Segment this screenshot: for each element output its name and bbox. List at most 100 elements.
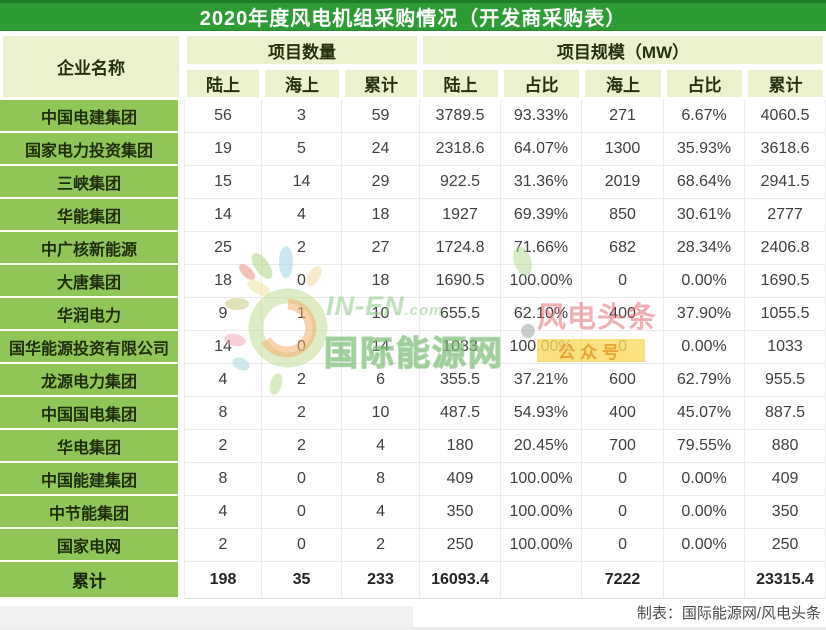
group-header-project-count: 项目数量 — [184, 33, 421, 67]
subheader-onshore-count: 陆上 — [184, 67, 262, 100]
cell-company-name: 三峡集团 — [0, 166, 184, 199]
cell-offshore-count: 2 — [262, 364, 342, 397]
cell-count-sum: 10 — [342, 397, 421, 430]
table-row: 中国能建集团 8 0 8 409 100.00% 0 0.00% 409 — [0, 463, 826, 496]
cell-total-count-sum: 233 — [342, 562, 421, 599]
table-row: 龙源电力集团 4 2 6 355.5 37.21% 600 62.79% 955… — [0, 364, 826, 397]
cell-offshore-mw: 400 — [582, 397, 665, 430]
cell-onshore-count: 4 — [184, 364, 262, 397]
cell-count-sum: 18 — [342, 265, 421, 298]
cell-offshore-mw: 700 — [582, 430, 665, 463]
table-row: 中广核新能源 25 2 27 1724.8 71.66% 682 28.34% … — [0, 232, 826, 265]
cell-offshore-count: 4 — [262, 199, 342, 232]
cell-company-name: 国家电网 — [0, 529, 184, 562]
cell-count-sum: 59 — [342, 100, 421, 133]
cell-onshore-count: 2 — [184, 430, 262, 463]
cell-company-name: 大唐集团 — [0, 265, 184, 298]
cell-onshore-pct: 54.93% — [501, 397, 583, 430]
cell-offshore-pct: 30.61% — [664, 199, 746, 232]
cell-offshore-count: 2 — [262, 430, 342, 463]
cell-onshore-mw: 350 — [420, 496, 502, 529]
cell-company-name: 中国电建集团 — [0, 100, 184, 133]
cell-offshore-count: 5 — [262, 133, 342, 166]
cell-count-sum: 2 — [342, 529, 421, 562]
cell-offshore-mw: 850 — [582, 199, 665, 232]
cell-offshore-mw: 0 — [582, 496, 665, 529]
cell-company-name: 华能集团 — [0, 199, 184, 232]
cell-onshore-pct: 20.45% — [501, 430, 583, 463]
table-row: 华润电力 9 1 10 655.5 62.10% 400 37.90% 1055… — [0, 298, 826, 331]
cell-onshore-mw: 655.5 — [420, 298, 502, 331]
cell-onshore-count: 19 — [184, 133, 262, 166]
page-title: 2020年度风电机组采购情况（开发商采购表） — [0, 0, 826, 31]
cell-company-name: 国家电力投资集团 — [0, 133, 184, 166]
cell-offshore-pct: 35.93% — [664, 133, 746, 166]
table-row: 华能集团 14 4 18 1927 69.39% 850 30.61% 2777 — [0, 199, 826, 232]
cell-total-offshore-count: 35 — [262, 562, 342, 599]
cell-onshore-pct: 100.00% — [501, 331, 583, 364]
subheader-offshore-mw: 海上 — [582, 67, 665, 100]
cell-onshore-mw: 1724.8 — [420, 232, 502, 265]
cell-offshore-mw: 0 — [582, 529, 665, 562]
cell-total-onshore-pct — [501, 562, 583, 599]
cell-offshore-mw: 0 — [582, 331, 665, 364]
cell-onshore-pct: 100.00% — [501, 529, 583, 562]
table-row: 国家电力投资集团 19 5 24 2318.6 64.07% 1300 35.9… — [0, 133, 826, 166]
cell-onshore-count: 56 — [184, 100, 262, 133]
cell-count-sum: 27 — [342, 232, 421, 265]
cell-onshore-pct: 100.00% — [501, 496, 583, 529]
cell-offshore-pct: 0.00% — [664, 331, 746, 364]
subheader-onshore-pct: 占比 — [501, 67, 583, 100]
cell-offshore-pct: 28.34% — [664, 232, 746, 265]
cell-count-sum: 24 — [342, 133, 421, 166]
cell-offshore-count: 14 — [262, 166, 342, 199]
bottom-gray-strip — [0, 606, 413, 630]
cell-offshore-pct: 79.55% — [664, 430, 746, 463]
cell-company-name: 中国国电集团 — [0, 397, 184, 430]
total-row: 累计 198 35 233 16093.4 7222 23315.4 — [0, 562, 826, 599]
bottom-edge-line — [0, 627, 826, 630]
cell-offshore-pct: 0.00% — [664, 265, 746, 298]
cell-offshore-count: 2 — [262, 397, 342, 430]
cell-count-sum: 29 — [342, 166, 421, 199]
cell-offshore-pct: 45.07% — [664, 397, 746, 430]
cell-total-offshore-mw: 7222 — [582, 562, 665, 599]
cell-offshore-count: 0 — [262, 496, 342, 529]
cell-company-name: 华润电力 — [0, 298, 184, 331]
cell-onshore-mw: 1033 — [420, 331, 502, 364]
cell-mw-sum: 2777 — [745, 199, 826, 232]
cell-company-name: 龙源电力集团 — [0, 364, 184, 397]
cell-offshore-pct: 0.00% — [664, 529, 746, 562]
cell-offshore-mw: 2019 — [582, 166, 665, 199]
cell-mw-sum: 409 — [745, 463, 826, 496]
cell-mw-sum: 2406.8 — [745, 232, 826, 265]
cell-onshore-count: 2 — [184, 529, 262, 562]
cell-mw-sum: 1055.5 — [745, 298, 826, 331]
cell-onshore-mw: 355.5 — [420, 364, 502, 397]
cell-total-onshore-count: 198 — [184, 562, 262, 599]
cell-onshore-pct: 31.36% — [501, 166, 583, 199]
cell-offshore-mw: 682 — [582, 232, 665, 265]
cell-count-sum: 6 — [342, 364, 421, 397]
cell-onshore-pct: 64.07% — [501, 133, 583, 166]
cell-onshore-mw: 250 — [420, 529, 502, 562]
cell-onshore-count: 15 — [184, 166, 262, 199]
cell-offshore-pct: 37.90% — [664, 298, 746, 331]
cell-onshore-mw: 922.5 — [420, 166, 502, 199]
cell-company-name: 中国能建集团 — [0, 463, 184, 496]
cell-offshore-count: 0 — [262, 331, 342, 364]
cell-offshore-mw: 271 — [582, 100, 665, 133]
cell-onshore-pct: 37.21% — [501, 364, 583, 397]
cell-onshore-mw: 487.5 — [420, 397, 502, 430]
cell-count-sum: 18 — [342, 199, 421, 232]
cell-offshore-count: 3 — [262, 100, 342, 133]
cell-mw-sum: 880 — [745, 430, 826, 463]
table-row: 华电集团 2 2 4 180 20.45% 700 79.55% 880 — [0, 430, 826, 463]
cell-count-sum: 4 — [342, 496, 421, 529]
cell-onshore-count: 18 — [184, 265, 262, 298]
cell-total-offshore-pct — [664, 562, 746, 599]
cell-onshore-count: 14 — [184, 331, 262, 364]
cell-total-onshore-mw: 16093.4 — [420, 562, 502, 599]
cell-onshore-mw: 3789.5 — [420, 100, 502, 133]
